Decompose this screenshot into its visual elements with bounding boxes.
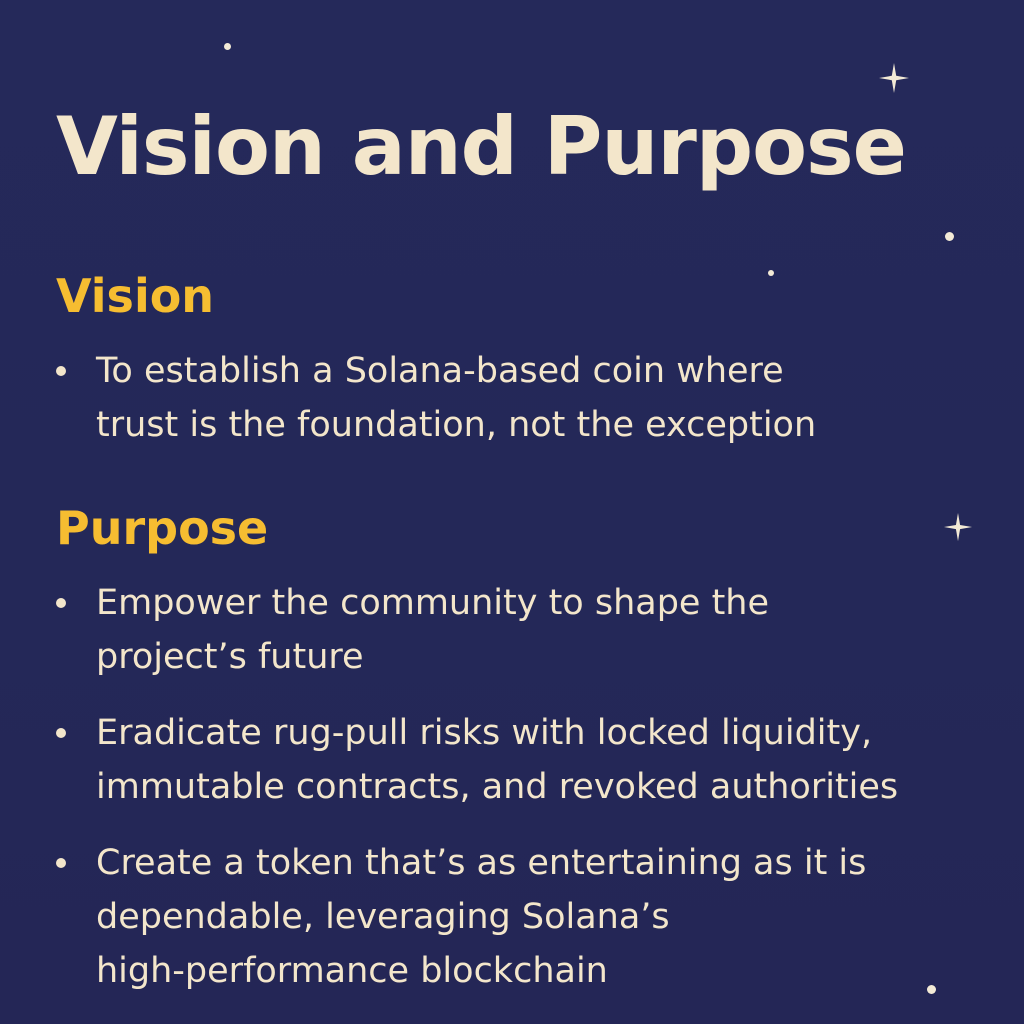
sparkle-icon xyxy=(943,512,973,542)
list-item-line: To establish a Solana-based coin where xyxy=(96,351,784,391)
star-dot-icon xyxy=(768,270,774,276)
star-dot-icon xyxy=(927,985,936,994)
list-item-line: project’s future xyxy=(96,637,364,677)
vision-list: To establish a Solana-based coin where t… xyxy=(52,344,816,452)
bullet-icon xyxy=(56,366,66,376)
purpose-heading: Purpose xyxy=(56,501,269,555)
list-item-line: dependable, leveraging Solana’s xyxy=(96,897,670,937)
list-item-line: high-performance blockchain xyxy=(96,951,608,991)
list-item-line: Eradicate rug-pull risks with locked liq… xyxy=(96,713,873,753)
star-dot-icon xyxy=(224,43,231,50)
bullet-icon xyxy=(56,858,66,868)
list-item-line: immutable contracts, and revoked authori… xyxy=(96,767,899,807)
list-item-line: Create a token that’s as entertaining as… xyxy=(96,843,867,883)
bullet-icon xyxy=(56,598,66,608)
list-item-line: trust is the foundation, not the excepti… xyxy=(96,405,817,445)
page-title: Vision and Purpose xyxy=(56,100,907,193)
vision-heading: Vision xyxy=(56,269,215,323)
bullet-icon xyxy=(56,728,66,738)
purpose-list: Empower the community to shape the proje… xyxy=(52,576,898,998)
star-dot-icon xyxy=(945,232,954,241)
sparkle-icon xyxy=(879,63,909,93)
list-item: Empower the community to shape the proje… xyxy=(52,576,898,684)
list-item-line: Empower the community to shape the xyxy=(96,583,770,623)
list-item: Create a token that’s as entertaining as… xyxy=(52,836,898,998)
list-item: Eradicate rug-pull risks with locked liq… xyxy=(52,706,898,814)
list-item: To establish a Solana-based coin where t… xyxy=(52,344,816,452)
